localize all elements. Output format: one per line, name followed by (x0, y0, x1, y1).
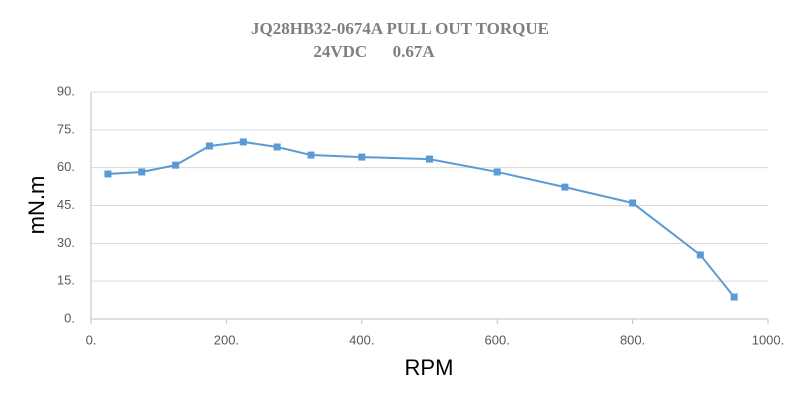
y-tick-label: 90. (57, 83, 75, 98)
x-axis-title: RPM (405, 355, 454, 380)
y-axis-title: mN.m (24, 176, 49, 235)
marker (104, 170, 112, 178)
y-tick-label: 15. (57, 273, 75, 288)
x-tick-label: 800. (620, 332, 645, 347)
marker (239, 138, 247, 146)
marker (172, 161, 180, 169)
chart-subtitle: 24VDC 0.67A (313, 42, 435, 61)
marker (493, 168, 501, 176)
marker (307, 151, 315, 159)
y-tick-label: 75. (57, 121, 75, 136)
marker (205, 142, 213, 150)
line (107, 140, 735, 298)
marker (561, 183, 569, 191)
y-tick-label: 45. (57, 197, 75, 212)
y-tick-label: 30. (57, 235, 75, 250)
marker (273, 143, 281, 151)
marker (629, 199, 637, 207)
marker (426, 155, 433, 163)
marker (138, 168, 146, 176)
x-tick-label: 600. (485, 332, 510, 347)
marker (696, 251, 704, 259)
x-tick-label: 1000. (752, 332, 785, 347)
marker (730, 293, 738, 301)
y-tick-label: 60. (57, 159, 75, 174)
chart-title: JQ28HB32-0674A PULL OUT TORQUE (251, 19, 549, 38)
x-tick-label: 200. (214, 332, 239, 347)
x-tick-label: 0. (86, 332, 97, 347)
marker (358, 153, 366, 161)
x-tick-label: 400. (349, 332, 374, 347)
y-tick-label: 0. (64, 310, 75, 325)
